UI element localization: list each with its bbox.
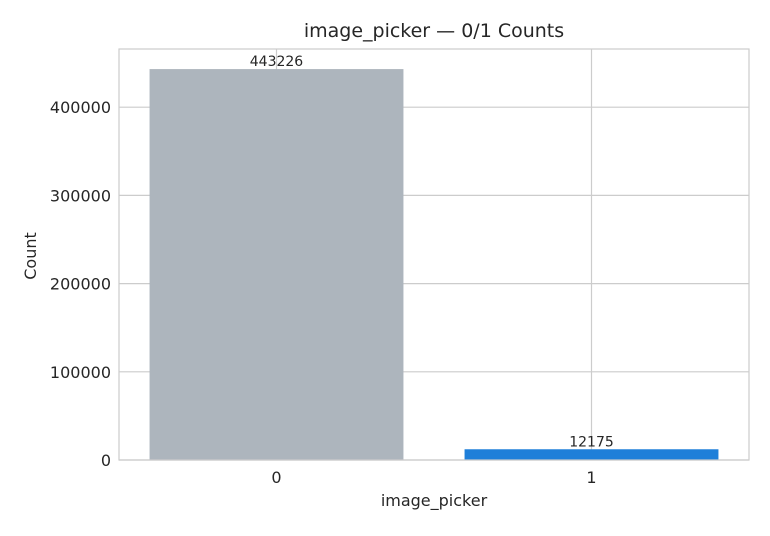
chart-title: image_picker — 0/1 Counts xyxy=(304,20,564,42)
plot-frame xyxy=(118,48,750,461)
y-tick-label: 300000 xyxy=(50,186,111,205)
y-tick-label: 100000 xyxy=(50,363,111,382)
bar-0 xyxy=(149,69,404,460)
x-axis-label: image_picker xyxy=(381,491,488,511)
data-label-1: 12175 xyxy=(569,434,614,450)
bar-1 xyxy=(464,449,719,460)
data-label-0: 443226 xyxy=(250,54,304,70)
y-axis-ticks: 0 100000 200000 300000 400000 xyxy=(50,98,111,470)
y-tick-label: 0 xyxy=(101,451,111,470)
x-tick-label: 1 xyxy=(586,468,596,487)
bars xyxy=(149,69,719,460)
y-tick-label: 200000 xyxy=(50,275,111,294)
y-axis-label: Count xyxy=(21,232,40,280)
data-labels: 443226 12175 xyxy=(250,54,614,450)
y-tick-label: 400000 xyxy=(50,98,111,117)
x-tick-label: 0 xyxy=(271,468,281,487)
